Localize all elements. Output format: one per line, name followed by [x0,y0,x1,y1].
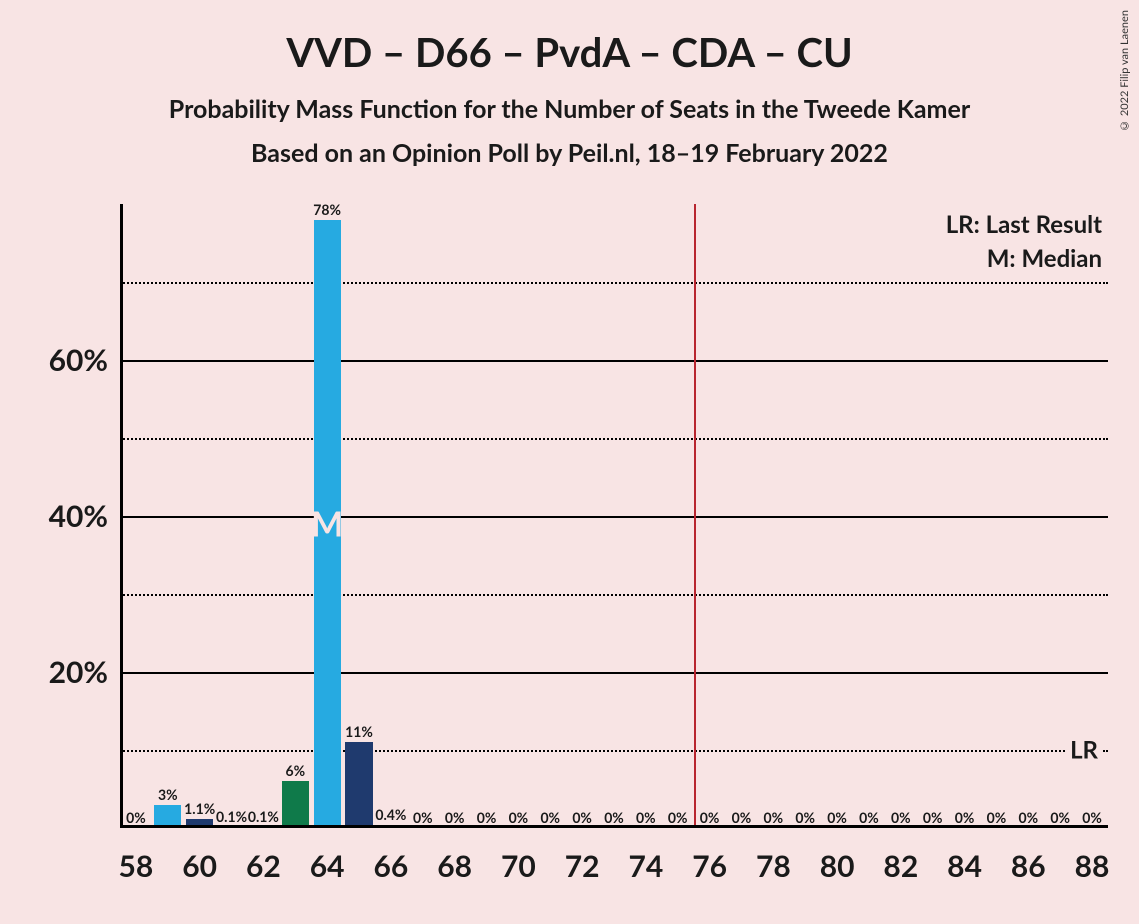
x-axis-tick-label: 82 [883,828,918,884]
gridline [120,516,1108,518]
y-axis-line [120,204,123,828]
x-axis-tick-label: 76 [692,828,727,884]
bar: 6% [282,781,309,828]
x-axis-tick-label: 66 [373,828,408,884]
y-axis-tick-label: 60% [49,342,120,378]
y-axis-tick-label: 20% [49,654,120,690]
gridline [120,672,1108,674]
x-axis-tick-label: 74 [628,828,663,884]
x-axis-tick-label: 68 [437,828,472,884]
bar-value-label: 78% [313,201,341,220]
bar: 78%M [314,220,341,828]
x-axis-tick-label: 86 [1011,828,1046,884]
gridline [120,438,1108,440]
x-axis-tick-label: 80 [820,828,855,884]
x-axis-tick-label: 62 [246,828,281,884]
gridline [120,594,1108,596]
x-axis-tick-label: 64 [310,828,345,884]
median-marker: M [311,503,343,544]
bar-value-label: 6% [285,762,305,781]
bar: 11% [345,742,372,828]
x-axis-tick-label: 78 [756,828,791,884]
chart-title: VVD – D66 – PvdA – CDA – CU [0,0,1139,76]
legend-last-result: LR: Last Result [946,210,1102,239]
gridline [120,360,1108,362]
y-axis-tick-label: 40% [49,498,120,534]
bar-value-label: 1.1% [184,800,215,819]
gridline [120,282,1108,284]
bar-value-label: 3% [158,786,178,805]
x-axis-tick-label: 88 [1075,828,1110,884]
bar-value-label: 11% [345,723,373,742]
copyright-text: © 2022 Filip van Laenen [1118,10,1131,132]
x-axis-tick-label: 70 [501,828,536,884]
gridline [120,750,1108,752]
legend-median: M: Median [987,244,1102,273]
bar-value-label: 0.4% [375,806,406,825]
x-axis-line [120,825,1108,828]
chart-plot-area: 20%40%60%5860626466687072747678808284868… [120,204,1108,828]
x-axis-tick-label: 72 [565,828,600,884]
last-result-label: LR [1066,736,1102,765]
chart-subtitle-1: Probability Mass Function for the Number… [0,76,1139,124]
x-axis-tick-label: 58 [119,828,154,884]
last-result-line [694,204,696,828]
x-axis-tick-label: 60 [182,828,217,884]
x-axis-tick-label: 84 [947,828,982,884]
chart-subtitle-2: Based on an Opinion Poll by Peil.nl, 18–… [0,124,1139,168]
